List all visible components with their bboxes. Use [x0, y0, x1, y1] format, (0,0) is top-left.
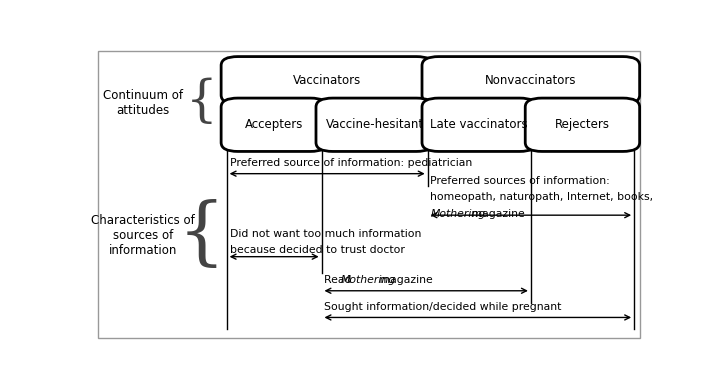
FancyBboxPatch shape — [221, 98, 327, 151]
FancyBboxPatch shape — [422, 57, 639, 104]
Text: {: { — [178, 199, 225, 273]
FancyBboxPatch shape — [422, 98, 536, 151]
Text: Vaccine-hesitant: Vaccine-hesitant — [325, 118, 423, 131]
Text: Continuum of
attitudes: Continuum of attitudes — [103, 89, 183, 117]
Text: Rejecters: Rejecters — [555, 118, 610, 131]
Text: magazine: magazine — [377, 275, 433, 285]
FancyBboxPatch shape — [99, 51, 639, 338]
Text: {: { — [186, 78, 217, 127]
Text: Preferred source of information: pediatrician: Preferred source of information: pediatr… — [230, 158, 472, 168]
Text: Mothering: Mothering — [341, 275, 396, 285]
Text: because decided to trust doctor: because decided to trust doctor — [230, 245, 405, 255]
Text: Mothering: Mothering — [431, 209, 485, 219]
Text: Vaccinators: Vaccinators — [293, 74, 361, 87]
Text: magazine: magazine — [468, 209, 524, 219]
Text: Read: Read — [324, 275, 356, 285]
Text: Did not want too much information: Did not want too much information — [230, 229, 421, 239]
Text: Preferred sources of information:: Preferred sources of information: — [431, 176, 610, 186]
Text: Sought information/decided while pregnant: Sought information/decided while pregnan… — [324, 301, 562, 311]
FancyBboxPatch shape — [316, 98, 433, 151]
Text: Accepters: Accepters — [245, 118, 303, 131]
Text: Characteristics of
sources of
information: Characteristics of sources of informatio… — [91, 214, 195, 258]
Text: Nonvaccinators: Nonvaccinators — [485, 74, 577, 87]
FancyBboxPatch shape — [221, 57, 433, 104]
Text: homeopath, naturopath, Internet, books,: homeopath, naturopath, Internet, books, — [431, 192, 654, 203]
FancyBboxPatch shape — [526, 98, 639, 151]
Text: Late vaccinators: Late vaccinators — [431, 118, 528, 131]
